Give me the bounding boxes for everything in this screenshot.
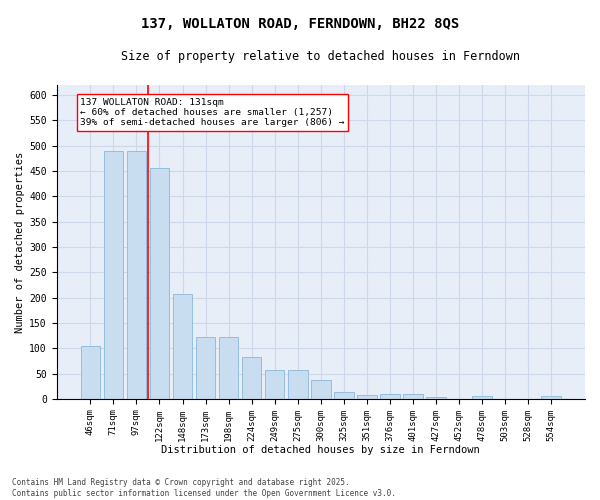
Text: 137 WOLLATON ROAD: 131sqm
← 60% of detached houses are smaller (1,257)
39% of se: 137 WOLLATON ROAD: 131sqm ← 60% of detac… — [80, 98, 344, 128]
Bar — [541, 396, 561, 399]
Bar — [288, 370, 308, 399]
Bar — [472, 396, 492, 399]
Bar — [311, 380, 331, 399]
Bar — [219, 337, 238, 399]
Text: Contains HM Land Registry data © Crown copyright and database right 2025.
Contai: Contains HM Land Registry data © Crown c… — [12, 478, 396, 498]
Bar — [403, 394, 423, 399]
Bar — [80, 346, 100, 399]
Bar — [196, 337, 215, 399]
Bar — [380, 394, 400, 399]
Bar — [104, 151, 123, 399]
Bar — [357, 395, 377, 399]
Bar — [334, 392, 353, 399]
Bar — [426, 398, 446, 399]
Bar — [242, 358, 262, 399]
Y-axis label: Number of detached properties: Number of detached properties — [15, 152, 25, 332]
X-axis label: Distribution of detached houses by size in Ferndown: Distribution of detached houses by size … — [161, 445, 480, 455]
Bar — [149, 168, 169, 399]
Text: 137, WOLLATON ROAD, FERNDOWN, BH22 8QS: 137, WOLLATON ROAD, FERNDOWN, BH22 8QS — [141, 18, 459, 32]
Title: Size of property relative to detached houses in Ferndown: Size of property relative to detached ho… — [121, 50, 520, 63]
Bar — [265, 370, 284, 399]
Bar — [173, 294, 192, 399]
Bar — [127, 151, 146, 399]
